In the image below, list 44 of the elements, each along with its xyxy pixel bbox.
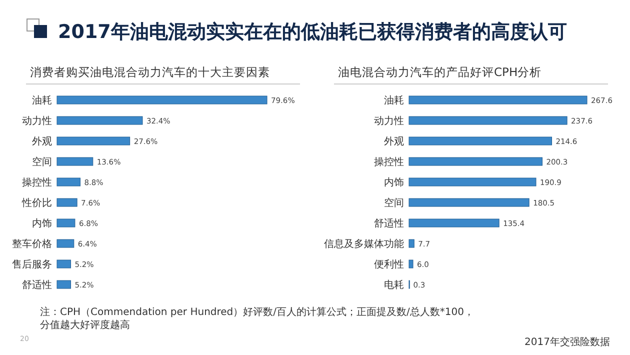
text: 2017年油电混动实实在在的低油耗已获得消费者的高度认可: [58, 21, 567, 43]
bar: [56, 178, 80, 186]
chart-title: 油电混合动力汽车的产品好评CPH分析: [338, 65, 542, 79]
bar: [408, 96, 588, 104]
y-tick-label: 性价比: [21, 197, 52, 209]
bar: [56, 136, 130, 146]
y-tick-label: 整车价格: [12, 238, 52, 250]
bar: [56, 218, 76, 228]
y-tick-label: 信息及多媒体功能: [324, 238, 404, 250]
bar: [408, 178, 536, 186]
bar: [408, 239, 414, 248]
y-tick-label: 动力性: [22, 115, 52, 127]
y-tick-label: 电耗: [384, 279, 404, 291]
bar: [408, 260, 414, 268]
bar: [408, 116, 568, 125]
y-tick-label: 便利性: [374, 258, 404, 270]
y-tick-label: 内饰: [32, 218, 52, 230]
y-tick-label: 舒适性: [22, 279, 52, 291]
y-tick-label: 油耗: [384, 94, 404, 106]
chart-subtitle: 消费者购买油电混合动力汽车的十大主要因素: [30, 65, 270, 79]
y-tick-label: 空间: [384, 197, 404, 209]
bar: [56, 96, 268, 104]
bar: [408, 157, 542, 166]
bar: [56, 116, 143, 125]
bar: [408, 136, 552, 146]
bar: [56, 239, 74, 248]
text: 2017年交强险数据: [524, 336, 610, 348]
y-tick-label: 内饰: [384, 176, 404, 188]
y-tick-label: 操控性: [22, 176, 52, 188]
bar: [56, 260, 71, 268]
bar: [56, 198, 78, 207]
y-tick-label: 售后服务: [12, 258, 52, 270]
y-tick-label: 空间: [32, 156, 52, 168]
bar: [408, 198, 530, 207]
y-tick-label: 动力性: [374, 115, 404, 127]
y-tick-label: 外观: [32, 136, 52, 148]
bar: [56, 280, 71, 289]
y-tick-label: 操控性: [374, 156, 404, 168]
bar: [56, 157, 94, 166]
y-tick-label: 舒适性: [374, 218, 404, 230]
text: 注：CPH（Commendation per Hundred）好评数/百人的计算公式；正面提及数/总人数*100，分值越大好评度越高: [40, 306, 475, 332]
y-tick-label: 油耗: [32, 94, 52, 106]
y-tick-label: 外观: [384, 136, 404, 148]
bar: [408, 218, 500, 228]
